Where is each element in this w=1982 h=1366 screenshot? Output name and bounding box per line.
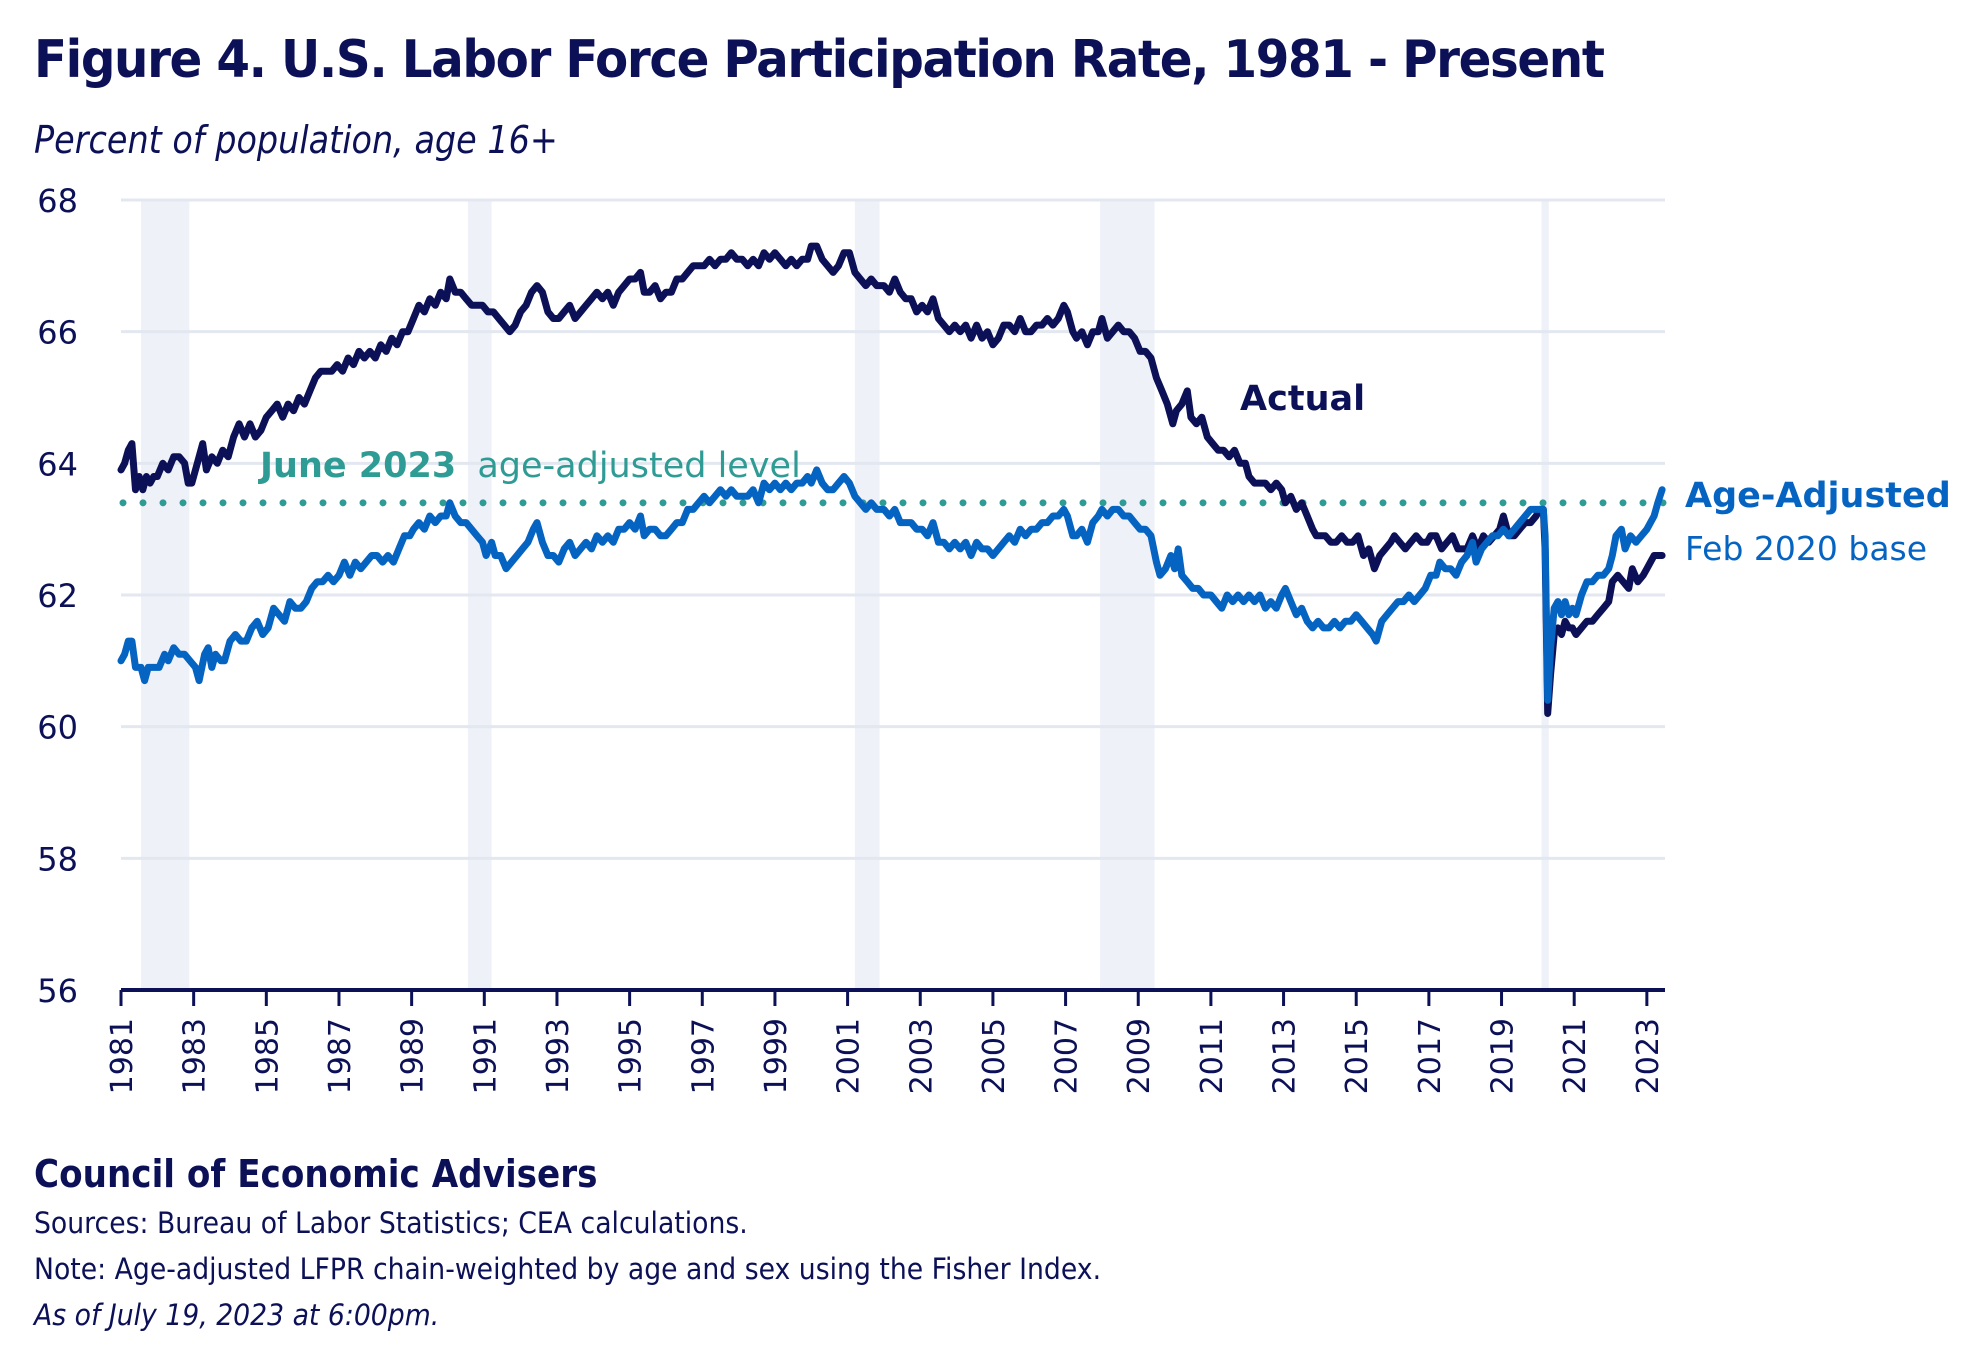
- x-tick-label: 1991: [468, 1018, 503, 1094]
- series-line-age-adjusted: [117, 466, 1666, 704]
- age-adjusted-series-label: Age-Adjusted: [1685, 476, 1951, 516]
- actual-series-label: Actual: [1240, 379, 1365, 419]
- x-axis: 1981 1983 1985 1987 1989 1991 1993 1995 1997 1999…: [105, 988, 1666, 1094]
- x-tick-label: 2007: [1050, 1018, 1085, 1094]
- x-tick-label: 2019: [1486, 1018, 1521, 1094]
- chart-footer: Council of Economic Advisers Sources: Bu…: [34, 1152, 1194, 1342]
- x-tick-label: 2017: [1413, 1018, 1448, 1094]
- y-tick-label: 62: [37, 577, 78, 615]
- reference-label-text: age-adjusted level: [477, 446, 800, 486]
- chart-subtitle: Percent of population, age 16+: [34, 118, 558, 162]
- age-adjusted-series-sublabel: Feb 2020 base: [1685, 529, 1927, 568]
- chart-title: Figure 4. U.S. Labor Force Participation…: [34, 30, 1605, 90]
- x-tick-label: 1981: [105, 1018, 140, 1094]
- x-tick-label: 2011: [1195, 1018, 1230, 1094]
- x-tick-label: 1997: [686, 1018, 721, 1094]
- series-lines: [117, 242, 1666, 717]
- x-tick-label: 1989: [396, 1018, 431, 1094]
- x-tick-label: 2023: [1631, 1018, 1666, 1094]
- y-tick-label: 60: [37, 709, 78, 747]
- reference-line-label: June 2023 age-adjusted level: [258, 446, 801, 486]
- methodology-note: Note: Age-adjusted LFPR chain-weighted b…: [34, 1252, 1102, 1286]
- x-tick-label: 1999: [759, 1018, 794, 1094]
- y-axis-ticks: 56 58 60 62 64 66 68: [37, 182, 78, 1010]
- x-tick-label: 1993: [541, 1018, 576, 1094]
- y-tick-label: 56: [37, 972, 78, 1010]
- x-tick-label: 2009: [1122, 1018, 1157, 1094]
- organization-name: Council of Economic Advisers: [34, 1152, 598, 1196]
- x-tick-label: 2001: [832, 1018, 867, 1094]
- x-tick-label: 2005: [977, 1018, 1012, 1094]
- x-tick-label: 2003: [904, 1018, 939, 1094]
- gridlines: [121, 198, 1665, 860]
- sources-note: Sources: Bureau of Labor Statistics; CEA…: [34, 1206, 748, 1240]
- x-tick-label: 1985: [250, 1018, 285, 1094]
- x-tick-label: 1987: [323, 1018, 358, 1094]
- y-tick-label: 58: [37, 840, 78, 878]
- y-tick-label: 66: [37, 314, 78, 352]
- series-line-actual: [117, 242, 1666, 717]
- x-tick-label: 2015: [1340, 1018, 1375, 1094]
- x-tick-label: 2021: [1558, 1018, 1593, 1094]
- x-tick-label: 1995: [614, 1018, 649, 1094]
- x-tick-label: 1983: [178, 1018, 213, 1094]
- y-tick-label: 68: [37, 182, 78, 220]
- reference-label-bold: June 2023: [258, 446, 456, 486]
- x-tick-label: 2013: [1268, 1018, 1303, 1094]
- y-tick-label: 64: [37, 445, 78, 483]
- as-of-timestamp: As of July 19, 2023 at 6:00pm.: [34, 1298, 440, 1332]
